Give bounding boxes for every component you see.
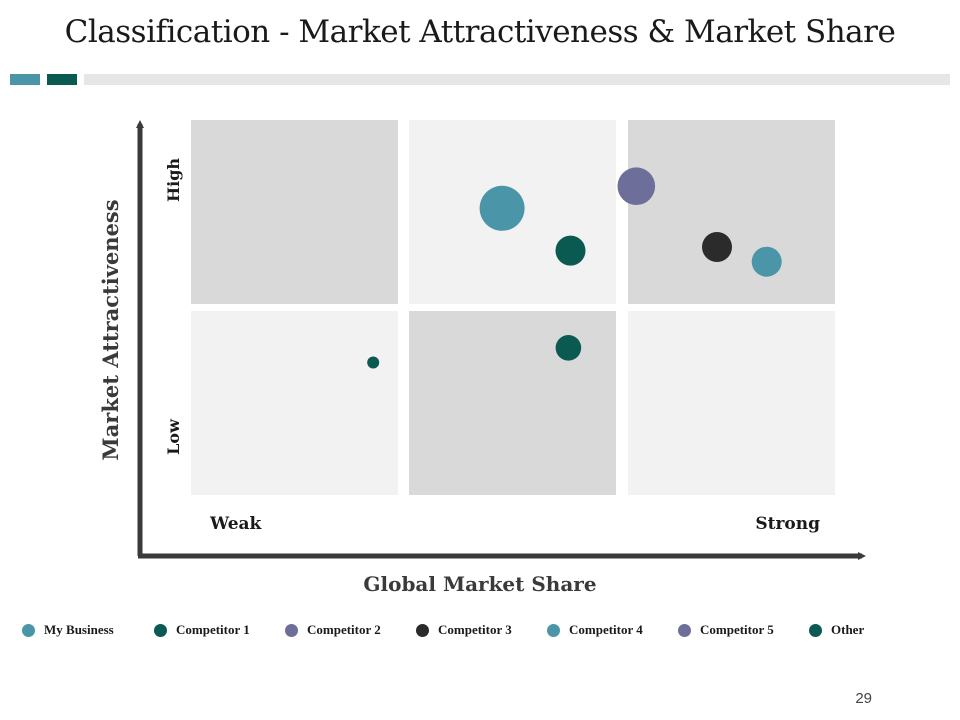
- matrix-cell-r0-c0: [191, 120, 398, 304]
- legend-swatch: [154, 623, 167, 637]
- legend-swatch: [22, 623, 35, 637]
- legend-swatch: [678, 623, 691, 637]
- legend-swatch: [416, 623, 429, 637]
- matrix-cell-r1-c0: [191, 311, 398, 495]
- x-tick-strong: Strong: [755, 514, 820, 534]
- bubble-other-7: [367, 356, 380, 369]
- legend-label: My Business: [44, 622, 114, 637]
- legend-label: Other: [831, 622, 865, 637]
- bubble-competitor-2-2: [617, 167, 656, 205]
- accent-bar-green: [47, 74, 77, 85]
- legend-item: My Business: [22, 622, 154, 638]
- matrix-cell-r1-c2: [628, 311, 835, 495]
- accent-bar-teal: [10, 74, 40, 85]
- page-number: 29: [855, 690, 872, 707]
- y-axis-title: Market Attractiveness: [98, 199, 123, 460]
- x-axis-title: Global Market Share: [363, 572, 596, 596]
- legend-label: Competitor 5: [700, 622, 774, 637]
- x-tick-weak: Weak: [209, 514, 263, 534]
- legend-item: Competitor 3: [416, 622, 547, 638]
- legend-item: Competitor 1: [154, 622, 285, 638]
- title-underline-bar: [84, 74, 950, 85]
- legend-label: Competitor 1: [176, 622, 250, 637]
- y-tick-high: High: [164, 158, 183, 202]
- bubble-matrix-chart: Market Attractiveness Global Market Shar…: [98, 120, 866, 596]
- bubble-competitor-1-1: [555, 235, 586, 266]
- matrix-cell-r0-c2: [628, 120, 835, 304]
- legend-swatch: [285, 623, 298, 637]
- legend-item: Competitor 2: [285, 622, 416, 638]
- page-title: Classification - Market Attractiveness &…: [64, 14, 896, 50]
- y-tick-low: Low: [164, 418, 183, 455]
- legend-label: Competitor 2: [307, 622, 381, 637]
- bubble-competitor-4-4: [751, 246, 782, 277]
- matrix-cell-r1-c1: [409, 311, 616, 495]
- legend-label: Competitor 4: [569, 622, 643, 637]
- bubble-my-business-0: [479, 185, 525, 231]
- matrix-cells: [191, 120, 835, 495]
- bubble-competitor-3-3: [702, 232, 732, 262]
- bubble-other-6: [555, 335, 582, 361]
- legend-item: Other: [809, 622, 889, 638]
- legend-item: Competitor 4: [547, 622, 678, 638]
- legend-swatch: [809, 623, 822, 637]
- legend-item: Competitor 5: [678, 622, 809, 638]
- legend-swatch: [547, 623, 560, 637]
- bubbles-group: [367, 167, 782, 369]
- chart-legend: My Business Competitor 1 Competitor 2 Compe…: [22, 620, 889, 640]
- legend-label: Competitor 3: [438, 622, 512, 637]
